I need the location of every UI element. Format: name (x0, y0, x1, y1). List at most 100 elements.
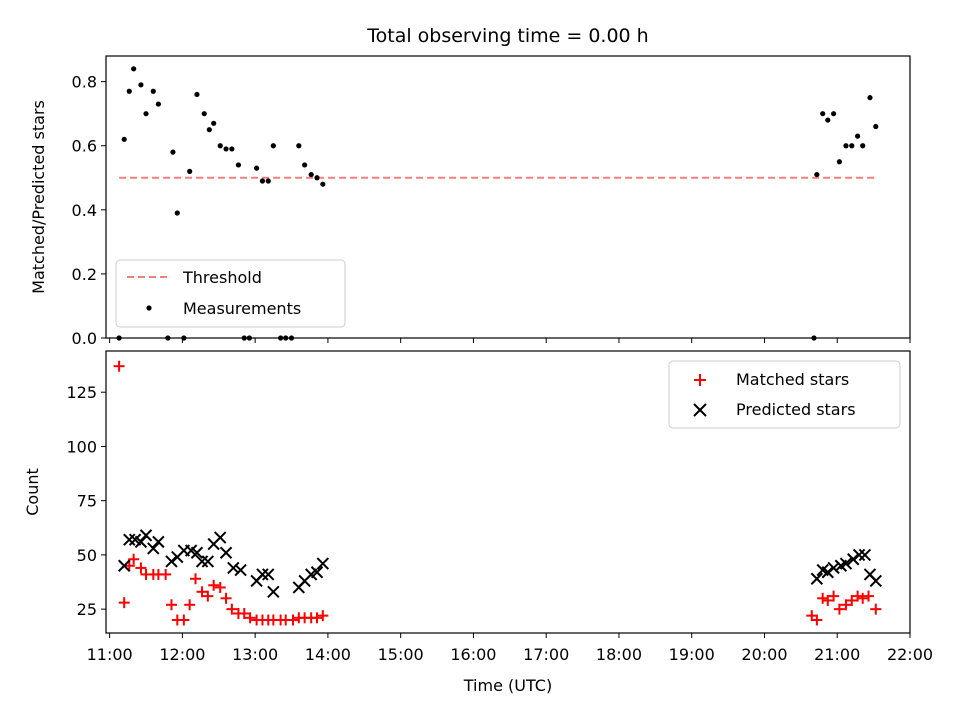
measurement-point (138, 82, 144, 88)
matched-star-point (852, 590, 864, 602)
x-tick-label: 14:00 (305, 645, 351, 664)
matched-star-point (165, 599, 177, 611)
predicted-star-point (310, 566, 324, 579)
matched-star-point (202, 590, 214, 602)
matched-star-point (828, 590, 840, 602)
predicted-star-point (852, 548, 866, 562)
matched-star-point (189, 573, 201, 585)
matched-star-point (857, 592, 869, 604)
predicted-star-point (869, 574, 883, 588)
bottom-x-ticks: 11:00 12:00 13:00 14:00 15:00 16:00 17:00 18:00… (87, 633, 933, 664)
legend-measurements-label: Measurements (183, 299, 301, 318)
predicted-star-point (165, 555, 178, 568)
measurement-point (270, 143, 276, 149)
measurement-point (206, 127, 212, 133)
bottom-y-axis-label: Count (23, 468, 42, 516)
measurement-point (843, 143, 849, 149)
predicted-star-point (214, 531, 227, 544)
x-axis-label: Time (UTC) (463, 676, 552, 695)
predicted-star-point (134, 535, 148, 549)
predicted-star-point (201, 555, 215, 568)
chart-title: Total observing time = 0.00 h (366, 25, 648, 47)
top-y-tick-label: 0.2 (72, 265, 97, 284)
x-tick-label: 19:00 (669, 645, 715, 664)
matched-star-point (833, 603, 845, 615)
matched-star-point (822, 594, 834, 606)
top-x-ticks (109, 338, 911, 343)
matched-star-point (840, 599, 852, 611)
measurement-point (296, 143, 302, 149)
measurement-point (308, 171, 314, 178)
top-y-tick-label: 0.0 (72, 329, 97, 348)
measurement-point (174, 210, 180, 216)
legend-measurements-swatch (146, 305, 152, 311)
matched-star-point (184, 599, 196, 611)
measurement-point (217, 143, 223, 149)
matched-star-point (811, 614, 823, 626)
matched-star-point (208, 579, 220, 591)
matched-star-point (317, 610, 329, 622)
measurement-point (860, 143, 866, 149)
matched-star-point (244, 612, 256, 624)
measurement-point (211, 120, 217, 126)
measurement-point (820, 111, 826, 117)
bottom-y-tick-label: 25 (77, 600, 97, 619)
measurement-point (867, 95, 873, 101)
predicted-star-point (123, 533, 136, 546)
bottom-plot-frame (105, 350, 911, 634)
measurement-point (814, 171, 820, 178)
matched-star-point (118, 597, 130, 609)
measurement-point (259, 178, 266, 184)
predicted-star-point (847, 553, 860, 566)
predicted-star-point (234, 563, 247, 577)
x-tick-label: 18:00 (596, 645, 642, 664)
matched-star-point (220, 592, 232, 604)
measurement-point (836, 159, 843, 165)
measurement-point (194, 91, 200, 98)
predicted-star-point (821, 566, 834, 579)
bottom-y-tick-label: 75 (77, 492, 97, 511)
measurement-point (126, 88, 132, 94)
predicted-star-point (152, 535, 165, 549)
x-tick-label: 22:00 (887, 645, 933, 664)
bottom-legend: Matched stars Predicted stars (668, 360, 901, 429)
measurement-point (155, 101, 161, 107)
matched-star-point (226, 603, 238, 615)
legend-predicted-label: Predicted stars (736, 400, 856, 419)
bottom-y-tick-label: 100 (66, 437, 97, 456)
predicted-star-point (262, 568, 275, 581)
legend-threshold-label: Threshold (182, 268, 262, 287)
measurement-point (254, 165, 260, 171)
measurement-point (223, 146, 229, 152)
predicted-star-point (256, 568, 269, 581)
matched-star-point (113, 360, 125, 372)
predicted-star-point (190, 546, 204, 559)
matched-star-point (128, 553, 140, 565)
measurement-point (235, 162, 242, 168)
measurement-point (265, 178, 271, 184)
matched-star-point (863, 590, 875, 602)
bottom-y-tick-label: 125 (66, 383, 97, 402)
measurement-point (229, 146, 235, 152)
predicted-star-point (117, 559, 131, 572)
top-y-tick-label: 0.6 (72, 137, 97, 156)
top-legend: Threshold Measurements (115, 259, 346, 328)
predicted-star-point (195, 555, 209, 568)
predicted-star-point (858, 548, 872, 562)
matched-star-point (311, 612, 323, 624)
predicted-star-point (139, 529, 153, 542)
matched-star-point (846, 594, 858, 606)
measurement-point (873, 123, 879, 130)
legend-predicted-swatch (693, 403, 707, 417)
predicted-star-point (267, 585, 280, 598)
measurement-point (855, 133, 861, 139)
top-y-ticks: 0.0 0.2 0.4 0.6 0.8 (72, 73, 106, 348)
top-y-tick-label: 0.8 (72, 73, 97, 92)
measurement-point (831, 111, 837, 117)
matched-star-point (287, 614, 299, 626)
matched-star-point (135, 562, 147, 574)
bottom-y-tick-label: 50 (77, 546, 97, 565)
top-y-axis-label: Matched/Predicted stars (29, 100, 48, 294)
